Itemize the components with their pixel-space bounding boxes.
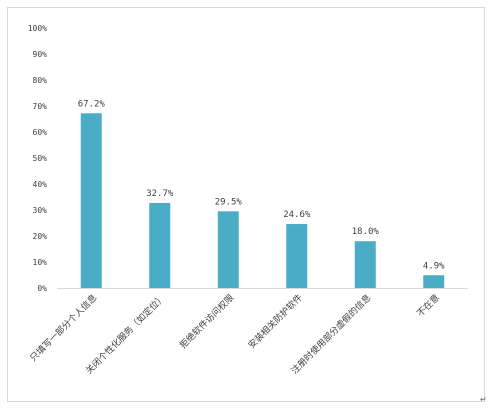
bar	[149, 202, 171, 288]
x-tick-label: 不在意	[414, 292, 442, 320]
bar	[354, 241, 376, 288]
data-label: 67.2%	[78, 99, 106, 109]
data-label: 18.0%	[352, 227, 380, 237]
x-tick-label: 安装相关防护软件	[245, 292, 304, 351]
x-tick-label: 只填写一部分个人信息	[27, 292, 99, 364]
y-tick-label: 40%	[33, 180, 48, 189]
y-tick-label: 50%	[33, 154, 48, 163]
x-tick-label: 关闭个性化服务（如定位）	[83, 292, 168, 377]
x-tick-label: 拒绝软件访问权限	[177, 292, 236, 351]
bar	[286, 224, 308, 288]
y-tick-label: 10%	[33, 258, 48, 267]
y-tick-label: 30%	[33, 206, 48, 215]
return-mark-icon: ↵	[480, 395, 487, 404]
y-tick-label: 100%	[28, 24, 47, 33]
y-tick-label: 80%	[33, 76, 48, 85]
x-tick-label: 注册时使用部分虚假的信息	[289, 292, 374, 377]
bar	[80, 113, 102, 288]
bar	[217, 211, 239, 288]
y-tick-label: 60%	[33, 128, 48, 137]
y-tick-label: 90%	[33, 50, 48, 59]
y-tick-label: 20%	[33, 232, 48, 241]
y-tick-label: 70%	[33, 102, 48, 111]
data-label: 24.6%	[283, 210, 311, 220]
y-tick-label: 0%	[37, 284, 47, 293]
data-label: 32.7%	[146, 189, 174, 199]
data-label: 4.9%	[423, 261, 445, 271]
data-label: 29.5%	[215, 197, 243, 207]
bar	[423, 275, 445, 288]
